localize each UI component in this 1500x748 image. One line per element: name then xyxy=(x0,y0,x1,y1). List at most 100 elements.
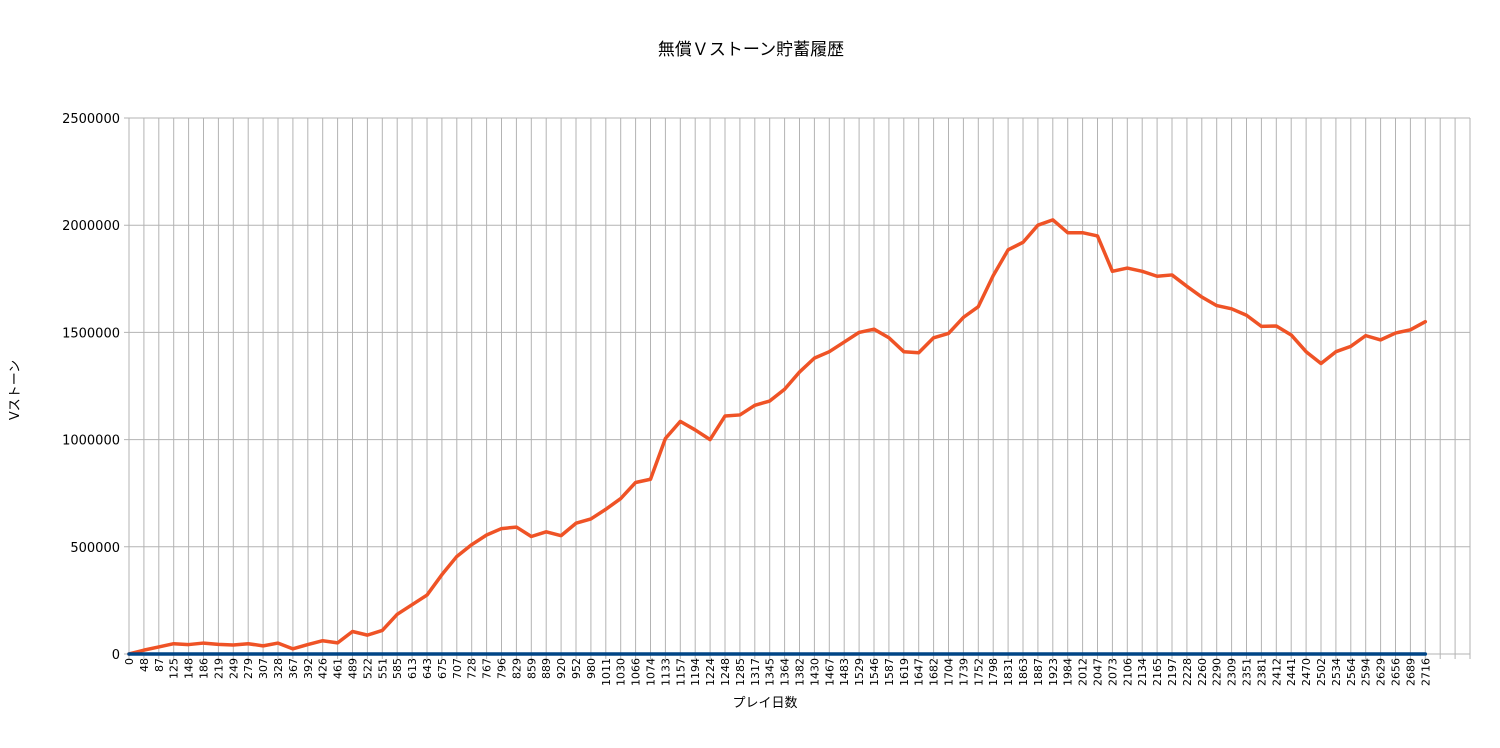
data-point xyxy=(322,653,324,655)
data-point xyxy=(1082,653,1084,655)
data-point xyxy=(1022,241,1024,243)
data-point xyxy=(635,481,637,483)
data-point xyxy=(247,653,249,655)
data-point xyxy=(724,653,726,655)
data-point xyxy=(217,643,219,645)
series-layer xyxy=(127,218,1428,656)
data-point xyxy=(709,653,711,655)
data-point xyxy=(381,629,383,631)
x-tick-label: 1074 xyxy=(645,658,658,686)
data-point xyxy=(501,528,502,530)
x-tick-label: 952 xyxy=(570,658,583,679)
data-point xyxy=(1141,270,1143,272)
data-point xyxy=(635,653,637,655)
data-point xyxy=(217,653,219,655)
x-tick-label: 148 xyxy=(183,658,196,679)
data-point xyxy=(411,604,413,606)
data-point xyxy=(1052,653,1054,655)
data-point xyxy=(203,642,204,644)
x-tick-label: 1619 xyxy=(898,658,911,686)
x-tick-label: 2656 xyxy=(1390,658,1403,686)
data-point xyxy=(903,653,905,655)
data-point xyxy=(1186,653,1188,655)
data-point xyxy=(873,328,875,330)
x-tick-label: 2073 xyxy=(1106,658,1119,686)
x-tick-label: 643 xyxy=(421,658,434,679)
y-tick-label: 1500000 xyxy=(62,326,120,341)
x-tick-label: 1030 xyxy=(615,658,628,686)
data-point xyxy=(1246,653,1247,655)
data-point xyxy=(754,653,756,655)
data-point xyxy=(605,653,607,655)
data-point xyxy=(486,653,488,655)
x-tick-label: 980 xyxy=(585,658,598,679)
x-tick-label: 613 xyxy=(406,658,419,679)
data-point xyxy=(1335,653,1337,655)
x-tick-label: 728 xyxy=(466,658,479,679)
x-axis-label: プレイ日数 xyxy=(732,696,797,711)
x-tick-label: 48 xyxy=(138,658,151,672)
x-tick-label: 2134 xyxy=(1136,658,1149,686)
x-tick-label: 1831 xyxy=(1002,658,1015,686)
x-tick-label: 829 xyxy=(510,658,523,679)
x-tick-label: 1157 xyxy=(674,658,687,686)
x-tick-label: 2502 xyxy=(1315,658,1328,686)
data-point xyxy=(992,653,994,655)
data-point xyxy=(262,645,264,647)
data-point xyxy=(471,544,473,546)
x-tick-label: 1682 xyxy=(928,658,941,686)
x-tick-label: 522 xyxy=(361,658,374,679)
data-point xyxy=(799,371,800,373)
data-point xyxy=(679,420,681,422)
x-axis-ticks: 0 48 87 125 148 186 219 249 279 307 328 367 392 426 46… xyxy=(123,658,1432,686)
data-point xyxy=(366,634,368,636)
data-point xyxy=(143,653,145,655)
x-tick-label: 2594 xyxy=(1360,658,1373,686)
data-point xyxy=(843,341,845,343)
data-point xyxy=(1260,653,1262,655)
x-tick-label: 1647 xyxy=(913,658,926,686)
data-point xyxy=(247,643,249,645)
x-tick-label: 125 xyxy=(168,658,181,679)
data-point xyxy=(1380,339,1382,341)
data-point xyxy=(709,439,711,441)
data-point xyxy=(1186,285,1188,287)
x-tick-label: 1923 xyxy=(1047,658,1060,686)
data-point xyxy=(694,653,696,655)
data-point xyxy=(1037,224,1039,226)
data-point xyxy=(1305,653,1307,655)
data-point xyxy=(426,594,428,596)
data-point xyxy=(158,653,160,655)
data-point xyxy=(828,653,830,655)
data-point xyxy=(545,653,547,655)
data-point xyxy=(813,653,815,655)
x-tick-label: 87 xyxy=(153,658,166,672)
x-tick-label: 1430 xyxy=(808,658,821,686)
x-tick-label: 461 xyxy=(332,658,345,679)
data-point xyxy=(173,643,175,645)
data-point xyxy=(1216,305,1218,307)
data-point xyxy=(590,653,592,655)
x-tick-label: 2470 xyxy=(1300,658,1313,686)
data-point xyxy=(1275,325,1277,327)
data-point xyxy=(277,653,279,655)
data-point xyxy=(1395,653,1396,655)
x-tick-label: 1587 xyxy=(883,658,896,686)
y-tick-label: 0 xyxy=(112,648,120,663)
data-point xyxy=(1231,653,1233,655)
data-point xyxy=(575,522,577,524)
data-point xyxy=(962,316,964,318)
x-tick-label: 551 xyxy=(376,658,389,679)
x-tick-label: 279 xyxy=(242,658,255,679)
data-point xyxy=(1126,653,1128,655)
data-point xyxy=(1335,351,1337,353)
data-point xyxy=(1320,362,1322,364)
x-tick-label: 1285 xyxy=(734,658,747,686)
data-point xyxy=(992,275,994,277)
y-tick-label: 2500000 xyxy=(62,112,120,127)
x-tick-label: 1133 xyxy=(659,658,672,686)
x-tick-label: 2564 xyxy=(1345,658,1358,686)
data-point xyxy=(1111,653,1113,655)
data-point xyxy=(337,653,339,655)
x-tick-label: 767 xyxy=(481,658,494,679)
